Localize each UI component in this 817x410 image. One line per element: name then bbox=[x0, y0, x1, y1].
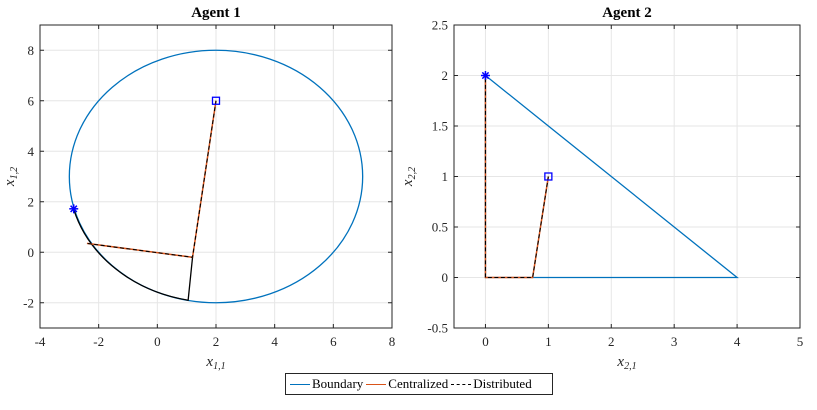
y-tick-label: 4 bbox=[28, 144, 35, 159]
x-tick-label: 6 bbox=[330, 334, 337, 349]
start-marker bbox=[544, 172, 553, 181]
boundary-line bbox=[68, 49, 364, 304]
distributed-line bbox=[86, 100, 217, 258]
x-tick-label: 3 bbox=[671, 334, 678, 349]
legend-label-boundary: Boundary bbox=[312, 376, 364, 391]
y-axis-label: x1,2 bbox=[2, 167, 20, 187]
y-tick-label: 2 bbox=[28, 194, 35, 209]
legend-item-centralized: Centralized bbox=[366, 376, 448, 392]
legend-swatch-boundary bbox=[290, 383, 310, 385]
x-axis-label-sub: 1,1 bbox=[213, 361, 226, 372]
boundary-arc-path bbox=[73, 209, 194, 301]
y-tick-label: 6 bbox=[28, 93, 35, 108]
chart-title: Agent 1 bbox=[191, 5, 241, 21]
y-tick-label: 0 bbox=[28, 245, 35, 260]
optimum-marker-stroke-d2 bbox=[70, 205, 78, 213]
legend-label-distributed: Distributed bbox=[473, 376, 532, 391]
distributed-line bbox=[484, 75, 549, 279]
legend-item-distributed: Distributed bbox=[451, 376, 532, 392]
x-axis-label: x2,1 bbox=[616, 354, 636, 372]
y-tick-label: 2 bbox=[442, 68, 449, 83]
x-tick-label: 0 bbox=[154, 334, 161, 349]
y-axis-label-sub: 2,2 bbox=[407, 167, 418, 180]
x-tick-label: 0 bbox=[482, 334, 489, 349]
y-tick-label: 0.5 bbox=[432, 220, 448, 235]
y-axis-label-sub: 1,2 bbox=[9, 167, 20, 180]
chart-title: Agent 2 bbox=[602, 5, 652, 21]
x-tick-label: 4 bbox=[271, 334, 278, 349]
x-tick-label: 8 bbox=[389, 334, 396, 349]
x-tick-label: -2 bbox=[93, 334, 104, 349]
legend-swatch-centralized bbox=[366, 383, 387, 385]
y-tick-label: 0 bbox=[442, 270, 449, 285]
x-axis-label-sub: 2,1 bbox=[624, 361, 637, 372]
y-tick-label: 1 bbox=[442, 169, 449, 184]
optimum-marker-stroke-d2 bbox=[481, 71, 490, 80]
legend-item-boundary: Boundary bbox=[290, 376, 363, 392]
x-tick-label: 2 bbox=[213, 334, 220, 349]
legend-swatch-distributed bbox=[451, 383, 472, 385]
data-layer bbox=[484, 74, 739, 279]
legend-label-centralized: Centralized bbox=[388, 376, 449, 391]
y-tick-label: 2.5 bbox=[432, 18, 448, 33]
y-tick-label: 8 bbox=[28, 43, 35, 58]
x-tick-label: -4 bbox=[35, 334, 46, 349]
legend: Boundary Centralized Distributed bbox=[285, 373, 553, 395]
y-tick-label: -0.5 bbox=[427, 321, 448, 336]
x-tick-label: 1 bbox=[545, 334, 552, 349]
optimum-marker bbox=[69, 204, 79, 214]
y-tick-label: 1.5 bbox=[432, 119, 448, 134]
y-tick-label: -2 bbox=[23, 295, 34, 310]
x-axis-label: x1,1 bbox=[205, 354, 225, 372]
x-tick-label: 4 bbox=[734, 334, 741, 349]
data-layer bbox=[68, 49, 364, 304]
start-marker bbox=[211, 96, 221, 105]
y-axis-label: x2,2 bbox=[400, 167, 418, 187]
agent-1-panel: -4 -2 0 2 4 6 8 -2 0 2 4 6 8 Agent 1 x1,1 x1,2 bbox=[2, 5, 395, 372]
x-tick-label: 2 bbox=[608, 334, 615, 349]
x-tick-label: 5 bbox=[797, 334, 804, 349]
agent-2-panel: 0 1 2 3 4 5 -0.5 0 0.5 1 1.5 2 2.5 Agent 2 x2,1 x2,2 bbox=[400, 5, 803, 372]
optimum-marker bbox=[480, 71, 490, 80]
